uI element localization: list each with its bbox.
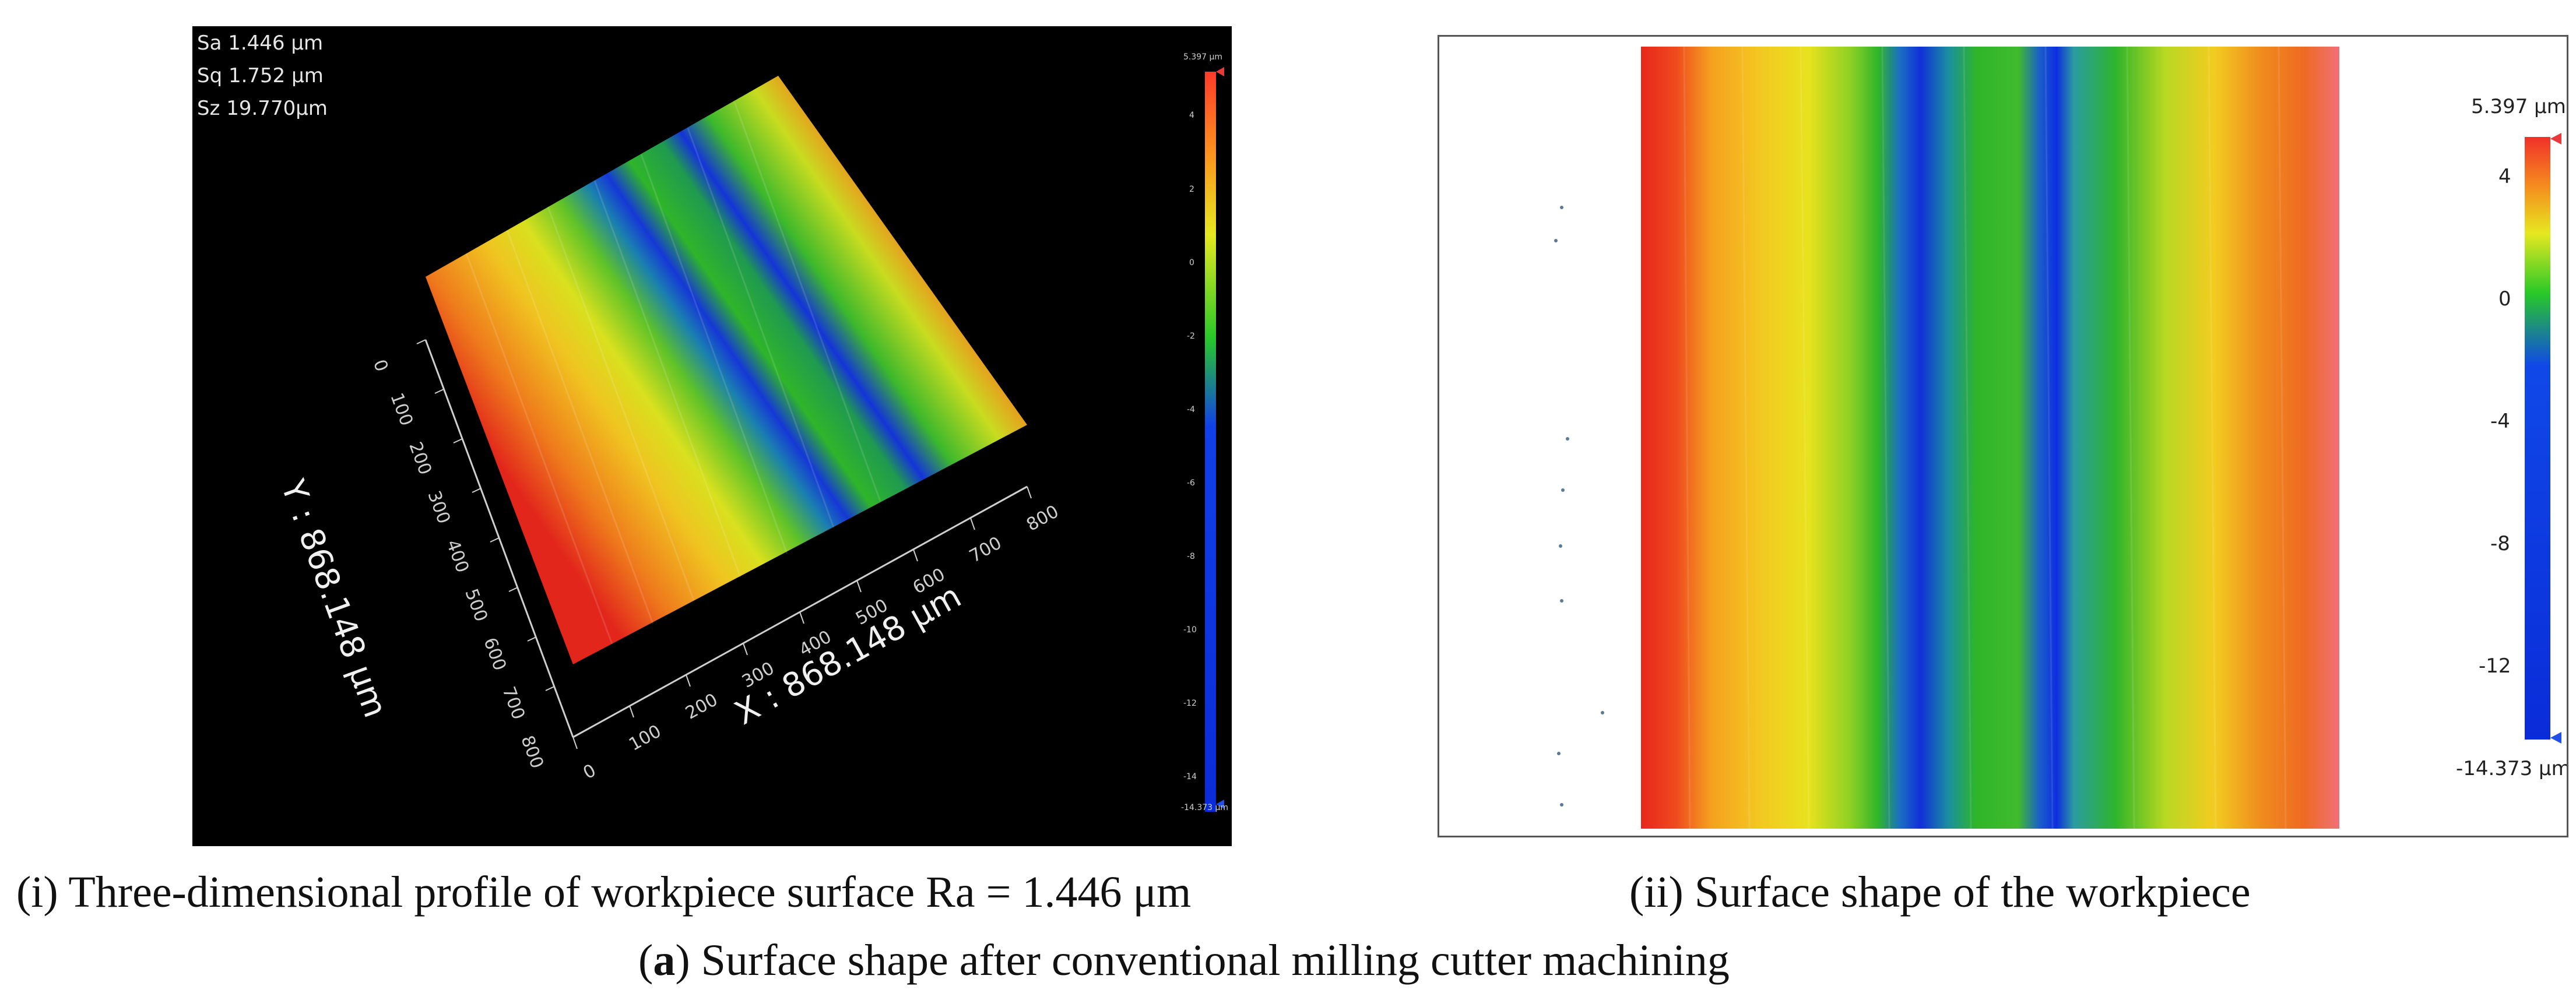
noise-points [1554, 206, 1604, 807]
height-map [1641, 47, 2339, 829]
caption-left: (i) Three-dimensional profile of workpie… [16, 868, 1192, 917]
color-scale-bar [1205, 72, 1216, 812]
map-scale-tick: 0 [2498, 287, 2511, 311]
stat-sa: Sa 1.446 μm [197, 31, 324, 55]
scale-tick: -14 [1183, 772, 1197, 781]
surface-map-render [1554, 46, 2561, 829]
scale-tick: -4 [1187, 405, 1195, 414]
map-scale-max-label: 5.397 μm [2471, 95, 2566, 118]
map-scale-tick: 4 [2498, 165, 2511, 188]
scale-tick: -6 [1187, 478, 1195, 488]
stat-sz: Sz 19.770μm [197, 97, 328, 120]
caption-right: (ii) Surface shape of the workpiece [1629, 868, 2251, 917]
scale-min-marker [1216, 800, 1224, 809]
map-scale-tick: -8 [2490, 532, 2510, 555]
surface-texture [465, 101, 881, 645]
surface-map-view: 5.397 μm -14.373 μm 4 0 -4 -8 -12 [1438, 35, 2568, 837]
map-scale-tick: -4 [2490, 410, 2510, 433]
y-axis-ticks [416, 339, 555, 691]
scale-tick: -8 [1187, 552, 1195, 561]
scale-max-marker [1216, 67, 1224, 76]
scale-tick: 2 [1189, 185, 1194, 194]
scale-max-label: 5.397 μm [1183, 52, 1223, 62]
x-axis-ticks [572, 486, 1032, 749]
scale-tick: 4 [1189, 111, 1194, 120]
scale-tick: -10 [1183, 625, 1197, 635]
surface-mesh [426, 76, 1027, 664]
scale-tick: -12 [1183, 699, 1197, 708]
stat-sq: Sq 1.752 μm [197, 64, 324, 87]
map-scale-min-label: -14.373 μm [2456, 757, 2568, 780]
surface-3d-render [416, 67, 1224, 812]
height-map-texture [1683, 46, 2287, 829]
caption-letter: a [653, 936, 676, 985]
scale-tick: -2 [1187, 332, 1195, 341]
scale-min-label: -14.373 μm [1181, 803, 1229, 812]
map-scale-tick: -12 [2479, 654, 2511, 678]
caption-bottom: (a) Surface shape after conventional mil… [638, 936, 1730, 985]
surface-3d-view: Sa 1.446 μm Sq 1.752 μm Sz 19.770μm 5.39… [192, 26, 1232, 846]
scale-tick: 0 [1189, 258, 1194, 267]
map-scale-min-marker [2550, 732, 2561, 744]
map-scale-max-marker [2550, 133, 2561, 145]
map-color-scale-bar [2525, 137, 2550, 740]
caption-text: ) Surface shape after conventional milli… [675, 936, 1730, 985]
